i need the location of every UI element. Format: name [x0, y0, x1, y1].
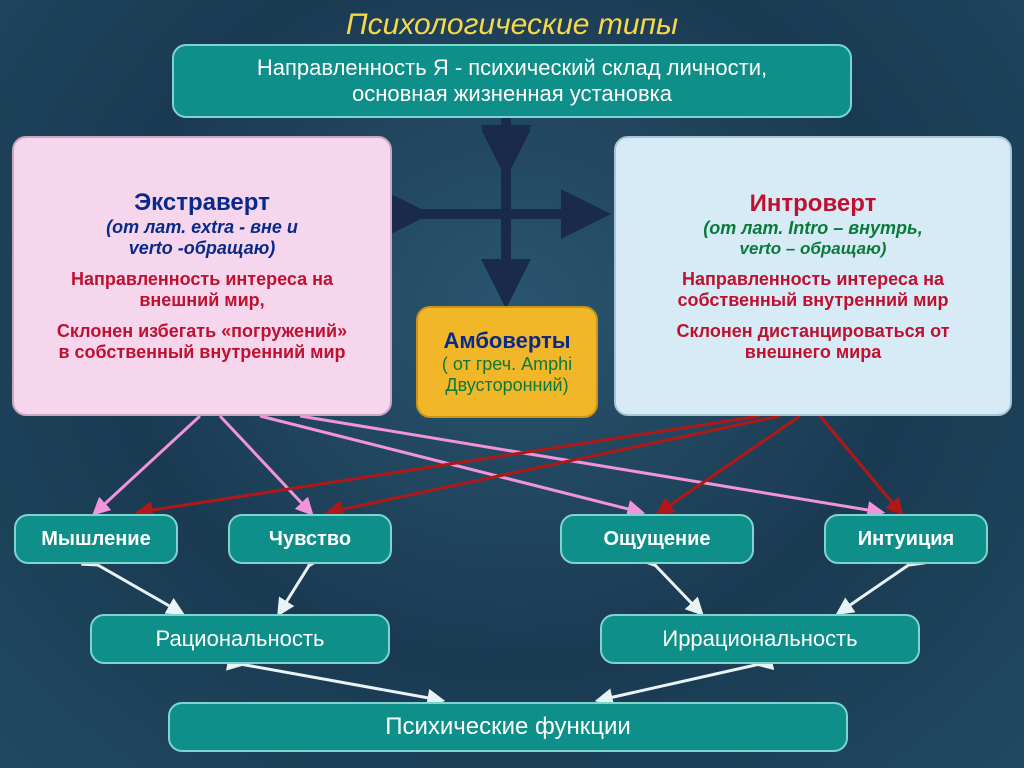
- text-line: ( от греч. Amphi: [442, 354, 572, 375]
- box-rational: Рациональность: [90, 614, 390, 664]
- text-line: (от лат. extra - вне и: [106, 217, 298, 238]
- box-functions: Психические функции: [168, 702, 848, 752]
- text-line: verto – обращаю): [740, 239, 887, 259]
- text-line: verto -обращаю): [129, 238, 276, 259]
- text-line: Чувство: [269, 528, 351, 551]
- box-thinking: Мышление: [14, 514, 178, 564]
- text-line: Иррациональность: [662, 626, 857, 652]
- slide-title: Психологические типы: [0, 8, 1024, 42]
- box-extravert: Экстраверт(от лат. extra - вне иverto -о…: [12, 136, 392, 416]
- box-top: Направленность Я - психический склад лич…: [172, 44, 852, 118]
- box-introvert: Интроверт(от лат. Intro – внутрь,verto –…: [614, 136, 1012, 416]
- text-line: Склонен избегать «погружений»: [57, 321, 347, 342]
- text-line: Направленность интереса на: [682, 269, 944, 290]
- text-line: Экстраверт: [134, 189, 270, 217]
- text-line: внешнего мира: [745, 342, 881, 363]
- text-line: (от лат. Intro – внутрь,: [703, 218, 922, 239]
- text-line: Интроверт: [750, 190, 877, 218]
- text-line: Направленность Я - психический склад лич…: [257, 55, 767, 81]
- box-feeling: Чувство: [228, 514, 392, 564]
- box-irrational: Иррациональность: [600, 614, 920, 664]
- text-line: внешний мир,: [139, 290, 264, 311]
- text-line: Рациональность: [156, 626, 325, 652]
- box-ambovert: Амбоверты( от греч. AmphiДвусторонний): [416, 306, 598, 418]
- box-intuition: Интуиция: [824, 514, 988, 564]
- text-line: собственный внутренний мир: [678, 290, 949, 311]
- text-line: Амбоверты: [443, 328, 570, 354]
- text-line: Ощущение: [603, 528, 710, 551]
- text-line: Направленность интереса на: [71, 269, 333, 290]
- text-line: в собственный внутренний мир: [58, 342, 345, 363]
- text-line: Склонен дистанцироваться от: [676, 321, 949, 342]
- text-line: основная жизненная установка: [352, 81, 672, 107]
- box-sensation: Ощущение: [560, 514, 754, 564]
- text-line: Интуиция: [858, 528, 954, 551]
- text-line: Психические функции: [385, 713, 631, 741]
- text-line: Мышление: [41, 528, 150, 551]
- text-line: Двусторонний): [445, 375, 568, 396]
